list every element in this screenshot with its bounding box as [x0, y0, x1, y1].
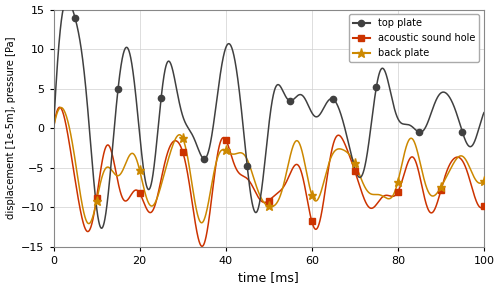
Legend: top plate, acoustic sound hole, back plate: top plate, acoustic sound hole, back pla… — [348, 14, 479, 62]
X-axis label: time [ms]: time [ms] — [238, 271, 299, 284]
Y-axis label: displacement [1e-5m], pressure [Pa]: displacement [1e-5m], pressure [Pa] — [6, 37, 16, 220]
